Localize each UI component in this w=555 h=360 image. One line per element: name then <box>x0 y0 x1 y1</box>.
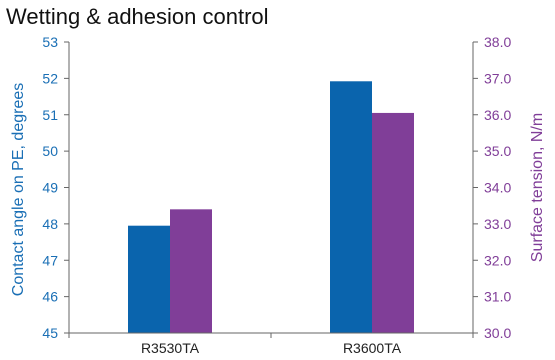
right-tick-label: 37.0 <box>484 70 511 86</box>
right-tick-label: 34.0 <box>484 180 511 196</box>
chart-title: Wetting & adhesion control <box>6 4 269 29</box>
left-tick-label: 46 <box>42 289 58 305</box>
right-axis-label: Surface tension, N/m <box>529 113 546 262</box>
left-tick-label: 47 <box>42 252 58 268</box>
right-tick-label: 33.0 <box>484 216 511 232</box>
bar-R3530TA-left-series <box>128 225 170 333</box>
right-tick-label: 38.0 <box>484 34 511 50</box>
right-tick-label: 32.0 <box>484 252 511 268</box>
right-tick-label: 30.0 <box>484 325 511 341</box>
right-tick-label: 31.0 <box>484 289 511 305</box>
left-tick-label: 49 <box>42 180 58 196</box>
right-tick-label: 35.0 <box>484 143 511 159</box>
left-tick-label: 52 <box>42 70 58 86</box>
left-tick-label: 45 <box>42 325 58 341</box>
left-axis-label: Contact angle on PE, degrees <box>10 83 27 296</box>
left-tick-label: 51 <box>42 107 58 123</box>
bar-R3600TA-right-series <box>372 112 414 334</box>
left-tick-label: 53 <box>42 34 58 50</box>
right-tick-label: 36.0 <box>484 107 511 123</box>
left-tick-label: 50 <box>42 143 58 159</box>
x-tick-label: R3530TA <box>141 340 200 356</box>
x-tick-label: R3600TA <box>343 340 402 356</box>
bar-R3600TA-left-series <box>330 81 372 333</box>
bar-R3530TA-right-series <box>170 209 212 333</box>
left-tick-label: 48 <box>42 216 58 232</box>
